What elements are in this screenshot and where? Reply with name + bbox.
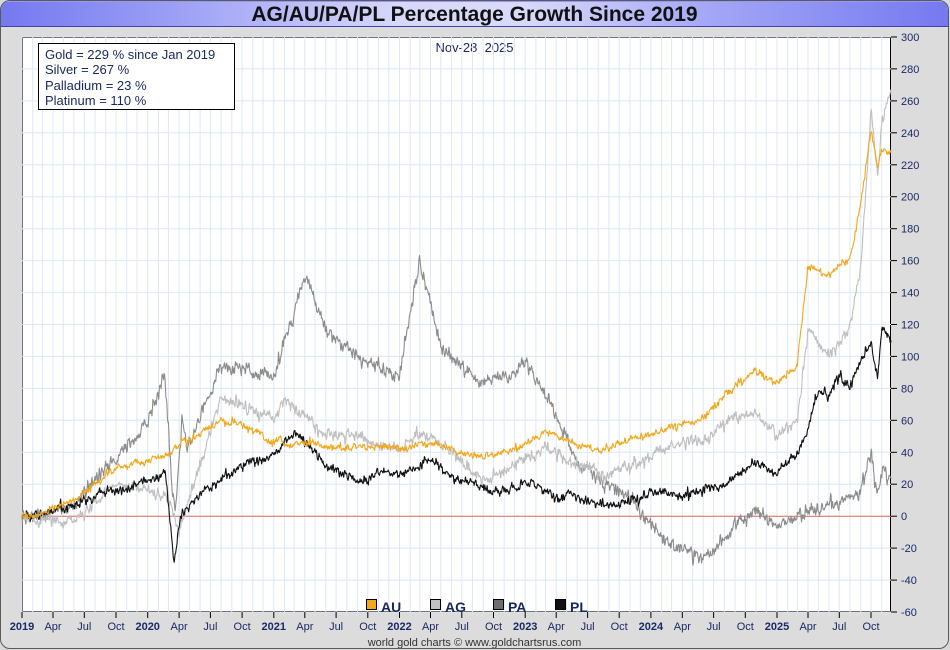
svg-text:Apr: Apr — [674, 621, 691, 633]
svg-text:Oct: Oct — [737, 621, 754, 633]
svg-text:Apr: Apr — [422, 621, 439, 633]
svg-text:Oct: Oct — [862, 621, 879, 633]
svg-text:Apr: Apr — [44, 621, 61, 633]
svg-text:2025: 2025 — [765, 621, 789, 633]
svg-text:240: 240 — [901, 128, 919, 140]
svg-text:Apr: Apr — [799, 621, 816, 633]
svg-text:Jul: Jul — [581, 621, 595, 633]
svg-text:2024: 2024 — [639, 621, 664, 633]
svg-text:140: 140 — [901, 288, 919, 300]
svg-text:Oct: Oct — [485, 621, 502, 633]
svg-text:300: 300 — [901, 32, 919, 44]
svg-text:-60: -60 — [901, 607, 917, 619]
svg-text:120: 120 — [901, 320, 919, 332]
svg-text:2019: 2019 — [10, 621, 34, 633]
svg-text:2023: 2023 — [513, 621, 537, 633]
svg-text:2020: 2020 — [135, 621, 159, 633]
svg-text:280: 280 — [901, 64, 919, 76]
svg-text:100: 100 — [901, 351, 919, 363]
svg-text:20: 20 — [901, 479, 913, 491]
svg-text:220: 220 — [901, 160, 919, 172]
svg-text:Oct: Oct — [359, 621, 376, 633]
svg-text:Jul: Jul — [832, 621, 846, 633]
svg-text:Jul: Jul — [329, 621, 343, 633]
svg-text:2022: 2022 — [387, 621, 411, 633]
svg-text:80: 80 — [901, 383, 913, 395]
svg-text:180: 180 — [901, 224, 919, 236]
svg-text:Apr: Apr — [296, 621, 313, 633]
svg-text:Oct: Oct — [234, 621, 251, 633]
svg-text:Jul: Jul — [707, 621, 721, 633]
svg-text:-40: -40 — [901, 575, 917, 587]
svg-text:160: 160 — [901, 256, 919, 268]
svg-text:Apr: Apr — [171, 621, 188, 633]
svg-text:2021: 2021 — [262, 621, 286, 633]
svg-text:Apr: Apr — [548, 621, 565, 633]
svg-text:Jul: Jul — [77, 621, 91, 633]
svg-text:60: 60 — [901, 415, 913, 427]
svg-text:0: 0 — [901, 511, 907, 523]
svg-text:40: 40 — [901, 447, 913, 459]
svg-text:-20: -20 — [901, 543, 917, 555]
svg-text:Oct: Oct — [611, 621, 628, 633]
svg-text:Oct: Oct — [107, 621, 124, 633]
svg-text:Jul: Jul — [203, 621, 217, 633]
svg-text:200: 200 — [901, 192, 919, 204]
svg-text:Jul: Jul — [455, 621, 469, 633]
svg-text:260: 260 — [901, 96, 919, 108]
